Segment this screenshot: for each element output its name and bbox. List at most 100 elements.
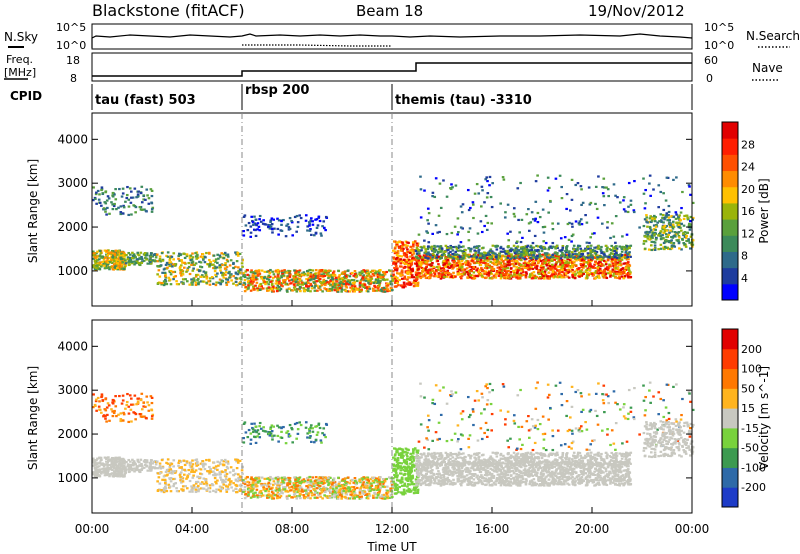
power-cell <box>371 272 375 276</box>
power-cell <box>652 227 656 231</box>
power-cell <box>669 241 673 244</box>
power-cell <box>671 227 675 230</box>
power-cell <box>663 228 667 231</box>
power-cell <box>358 284 362 287</box>
power-cell <box>287 226 291 229</box>
power-cell <box>420 246 424 249</box>
power-cell <box>504 252 508 255</box>
power-cell <box>470 269 474 273</box>
power-cell <box>519 253 523 257</box>
power-cell <box>480 185 484 188</box>
power-cell <box>315 218 319 221</box>
power-cell <box>260 269 264 272</box>
power-cell <box>642 177 645 180</box>
power-cell <box>413 279 416 282</box>
power-cell <box>253 215 256 218</box>
power-cell <box>534 200 538 203</box>
power-cell <box>688 228 692 231</box>
power-cell <box>608 253 612 256</box>
power-cell <box>408 276 411 279</box>
power-cell <box>190 261 194 264</box>
power-cell <box>664 238 668 242</box>
velocity-cell <box>107 404 111 407</box>
velocity-cell <box>197 488 201 491</box>
power-cell <box>254 276 258 279</box>
power-cell <box>476 257 480 260</box>
power-cell <box>594 252 598 255</box>
power-cell <box>170 262 173 265</box>
power-cell <box>678 236 681 239</box>
power-cell <box>199 261 203 264</box>
power-cell <box>258 214 262 218</box>
power-cell <box>265 287 269 290</box>
velocity-cell <box>133 411 137 415</box>
power-cell <box>537 250 541 253</box>
power-cell <box>287 270 291 274</box>
power-cell <box>626 253 629 256</box>
power-cell <box>432 249 435 253</box>
power-cell <box>619 264 623 267</box>
power-cell <box>393 266 396 270</box>
power-cell <box>103 249 107 252</box>
power-cell <box>377 289 380 292</box>
power-cell <box>585 274 589 277</box>
power-cell <box>401 241 404 244</box>
power-cell <box>456 249 459 252</box>
power-cell <box>314 280 317 283</box>
power-cell <box>399 265 403 268</box>
power-cell <box>594 260 597 263</box>
power-cell <box>542 274 545 278</box>
power-cell <box>519 272 523 275</box>
velocity-cell <box>110 408 113 411</box>
velocity-cell <box>122 458 126 461</box>
power-cell <box>503 249 507 252</box>
velocity-cell <box>123 472 127 475</box>
power-cell <box>650 236 654 239</box>
power-cell <box>493 259 497 262</box>
power-cell <box>479 258 483 261</box>
power-cell <box>127 261 130 264</box>
velocity-cell <box>111 410 114 413</box>
power-cell <box>177 257 180 260</box>
power-cell <box>583 249 587 253</box>
power-cell <box>287 269 290 273</box>
power-cell <box>535 267 539 270</box>
power-cell <box>143 252 147 255</box>
power-cell <box>203 261 207 264</box>
power-cell <box>431 191 435 194</box>
power-cell <box>224 271 228 274</box>
velocity-cell <box>93 466 97 470</box>
power-cell <box>604 263 608 266</box>
power-cell <box>556 246 559 249</box>
power-cell <box>226 255 230 258</box>
velocity-cell <box>121 461 125 464</box>
power-cell <box>243 214 247 217</box>
power-cell <box>482 259 486 263</box>
power-cell <box>415 246 419 249</box>
power-cell <box>617 258 620 261</box>
power-cell <box>162 283 166 287</box>
power-cell <box>502 260 505 263</box>
power-cell <box>512 269 516 273</box>
power-cell <box>652 224 656 227</box>
power-cell <box>243 281 246 284</box>
power-cell <box>309 290 312 293</box>
velocity-cell <box>131 463 134 467</box>
power-cell <box>601 275 605 278</box>
power-cell <box>546 254 550 257</box>
power-cell <box>354 276 358 279</box>
power-cell <box>677 226 681 229</box>
power-cell <box>235 277 238 280</box>
velocity-cell <box>205 482 209 486</box>
power-cell <box>319 232 323 235</box>
power-cell <box>306 225 310 228</box>
power-cell <box>447 271 451 275</box>
power-cell <box>683 235 687 238</box>
power-cell <box>449 273 452 276</box>
power-cell <box>579 262 583 266</box>
power-cell <box>649 244 653 247</box>
power-cell <box>606 246 609 249</box>
power-cell <box>533 275 537 278</box>
power-cell <box>415 242 419 245</box>
power-cell <box>103 201 107 204</box>
